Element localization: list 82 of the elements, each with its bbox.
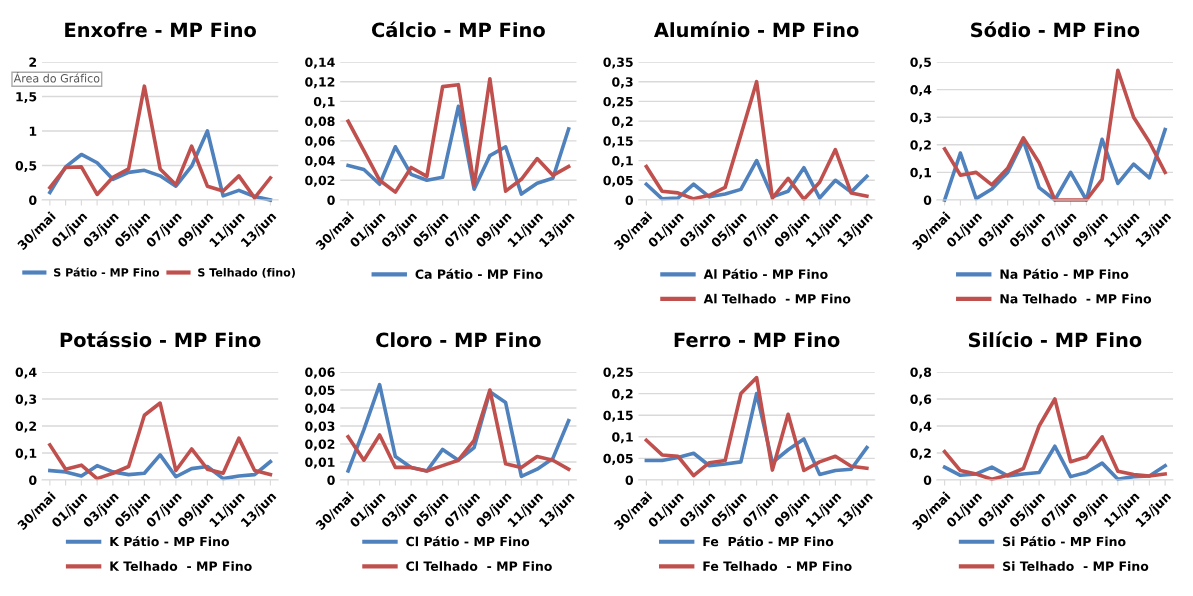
annotation: Área do Gráfico bbox=[13, 72, 100, 83]
legend-label: Al Telhado - MP Fino bbox=[703, 293, 851, 304]
y-tick-label: 1,5 bbox=[16, 92, 37, 104]
y-tick-label: 0,35 bbox=[603, 57, 633, 69]
legend-label: Cl Pátio - MP Fino bbox=[406, 536, 530, 547]
y-tick-label: 0 bbox=[29, 475, 37, 485]
y-tick-label: 0,3 bbox=[612, 77, 633, 89]
y-tick-label: 0,06 bbox=[305, 136, 335, 148]
legend-label: Si Telhado - MP Fino bbox=[1003, 561, 1149, 571]
legend-label: Na Telhado - MP Fino bbox=[1000, 293, 1152, 304]
y-tick-label: 0,1 bbox=[612, 156, 633, 168]
y-tick-label: 0,25 bbox=[603, 96, 633, 108]
y-tick-label: 1 bbox=[29, 126, 37, 136]
chart-title: Ferro - MP Fino bbox=[674, 332, 840, 348]
chart-title: Silício - MP Fino bbox=[968, 331, 1142, 348]
y-tick-label: 0,2 bbox=[612, 116, 633, 128]
y-tick-label: 0,01 bbox=[305, 457, 335, 469]
y-tick-label: 0 bbox=[327, 195, 335, 205]
y-tick-label: 0,4 bbox=[910, 85, 932, 97]
y-tick-label: 0,14 bbox=[305, 57, 335, 69]
line-series bbox=[48, 401, 273, 481]
legend-label: Al Pátio - MP Fino bbox=[703, 268, 828, 279]
chart-title: Enxofre - MP Fino bbox=[65, 22, 256, 38]
y-tick-label: 0,1 bbox=[910, 167, 932, 179]
legend-label: Ca Pátio - MP Fino bbox=[415, 268, 543, 279]
legend-label: S Telhado (fino) bbox=[198, 267, 295, 278]
legend-label: Fe Pátio - MP Fino bbox=[703, 536, 834, 547]
legend-label: Fe Telhado - MP Fino bbox=[703, 561, 852, 571]
y-tick-label: 0,5 bbox=[910, 57, 932, 69]
line-series bbox=[644, 79, 869, 202]
y-tick-label: 0,12 bbox=[305, 77, 335, 89]
y-tick-label: 0,15 bbox=[603, 136, 633, 148]
line-series bbox=[48, 84, 273, 200]
chart-title: Cloro - MP Fino bbox=[376, 332, 541, 348]
y-tick-label: 0,02 bbox=[305, 175, 335, 187]
y-tick-label: 0,3 bbox=[15, 394, 37, 406]
line-series bbox=[942, 127, 1167, 202]
line-series bbox=[942, 397, 1167, 482]
chart-title: Sódio - MP Fino bbox=[971, 21, 1140, 38]
y-tick-label: 0,04 bbox=[305, 403, 335, 415]
legend-label: Na Pátio - MP Fino bbox=[1000, 268, 1129, 279]
y-tick-label: 0,1 bbox=[313, 96, 335, 108]
y-tick-label: 0,8 bbox=[910, 367, 932, 379]
y-tick-label: 0 bbox=[327, 475, 335, 485]
y-tick-label: 0 bbox=[625, 195, 634, 205]
y-tick-label: 0,2 bbox=[910, 140, 931, 152]
legend-label: Si Pátio - MP Fino bbox=[1003, 536, 1126, 547]
y-tick-label: 0,02 bbox=[305, 439, 335, 451]
chart-title: Cálcio - MP Fino bbox=[371, 21, 545, 38]
y-tick-label: 0,05 bbox=[603, 453, 633, 465]
y-tick-label: 0,2 bbox=[612, 389, 633, 401]
legend-label: K Telhado - MP Fino bbox=[110, 561, 252, 571]
y-tick-label: 0,1 bbox=[15, 448, 37, 460]
chart-title: Alumínio - MP Fino bbox=[653, 21, 859, 38]
y-tick-label: 0,08 bbox=[305, 116, 335, 128]
y-tick-label: 0,4 bbox=[910, 421, 932, 433]
y-tick-label: 0 bbox=[923, 475, 932, 485]
y-tick-label: 0,1 bbox=[612, 432, 633, 444]
y-tick-label: 0,4 bbox=[15, 367, 37, 379]
chart-title: Potássio - MP Fino bbox=[60, 331, 261, 348]
y-tick-label: 0,05 bbox=[305, 385, 335, 397]
y-tick-label: 0 bbox=[29, 195, 37, 205]
y-tick-label: 0,06 bbox=[305, 367, 335, 379]
line-series bbox=[644, 375, 869, 478]
legend-label: Cl Telhado - MP Fino bbox=[406, 561, 552, 571]
y-tick-label: 0,6 bbox=[910, 394, 932, 406]
y-tick-label: 0,15 bbox=[603, 410, 633, 422]
y-tick-label: 2 bbox=[29, 57, 37, 67]
y-tick-label: 0,05 bbox=[603, 175, 633, 187]
y-tick-label: 0,25 bbox=[603, 367, 633, 379]
legend-label: K Pátio - MP Fino bbox=[110, 536, 229, 547]
line-series bbox=[942, 68, 1167, 202]
y-tick-label: 0,3 bbox=[910, 112, 931, 124]
y-tick-label: 0,2 bbox=[910, 448, 931, 460]
line-series bbox=[346, 76, 571, 194]
y-tick-label: 0 bbox=[625, 475, 634, 485]
legend-label: S Pátio - MP Fino bbox=[54, 267, 160, 277]
y-tick-label: 0,03 bbox=[305, 421, 335, 433]
y-tick-label: 0 bbox=[923, 195, 932, 205]
y-tick-label: 0,2 bbox=[15, 421, 37, 433]
y-tick-label: 0,5 bbox=[15, 160, 37, 173]
y-tick-label: 0,04 bbox=[305, 156, 335, 168]
